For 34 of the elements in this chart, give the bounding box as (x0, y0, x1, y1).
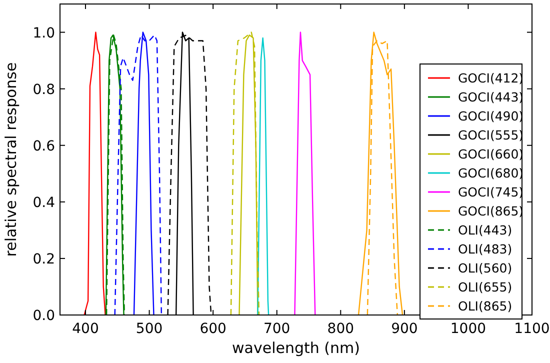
x-tick-label: 800 (327, 321, 354, 337)
y-tick-label: 0.2 (32, 251, 55, 268)
line-series (84, 32, 106, 316)
y-tick-label: 1.0 (32, 25, 55, 42)
legend-label: OLI(560) (458, 260, 512, 276)
legend-label: GOCI(660) (458, 146, 524, 162)
legend-label: OLI(483) (458, 242, 512, 256)
legend-label: GOCI(555) (458, 128, 524, 142)
legend-label: GOCI(745) (458, 184, 524, 200)
legend-label: GOCI(865) (458, 204, 524, 218)
x-tick-label: 1000 (450, 321, 486, 337)
x-tick-label: 900 (391, 321, 418, 337)
legend-label: GOCI(490) (458, 108, 524, 124)
legend-label: OLI(655) (458, 280, 512, 294)
legend-label: OLI(443) (458, 222, 512, 238)
y-tick-label: 0.8 (32, 82, 55, 98)
legend-label: OLI(865) (458, 298, 512, 314)
legend-label: GOCI(443) (458, 90, 524, 104)
line-series (294, 32, 316, 316)
x-axis-title: wavelength (nm) (232, 339, 360, 357)
x-tick-label: 700 (264, 321, 290, 337)
y-tick-label: 0.0 (32, 308, 55, 324)
x-tick-label: 1100 (514, 321, 550, 337)
x-tick-label: 600 (200, 321, 226, 337)
legend-label: GOCI(412) (458, 70, 524, 86)
x-tick-label: 500 (136, 321, 163, 337)
y-tick-label: 0.4 (32, 194, 56, 211)
y-tick-label: 0.6 (32, 138, 56, 154)
line-series (114, 34, 162, 316)
x-tick-label: 400 (72, 321, 99, 337)
legend-label: GOCI(680) (458, 166, 524, 180)
line-series (257, 37, 270, 316)
y-axis-title: relative spectral response (2, 62, 20, 257)
line-series (358, 32, 404, 316)
